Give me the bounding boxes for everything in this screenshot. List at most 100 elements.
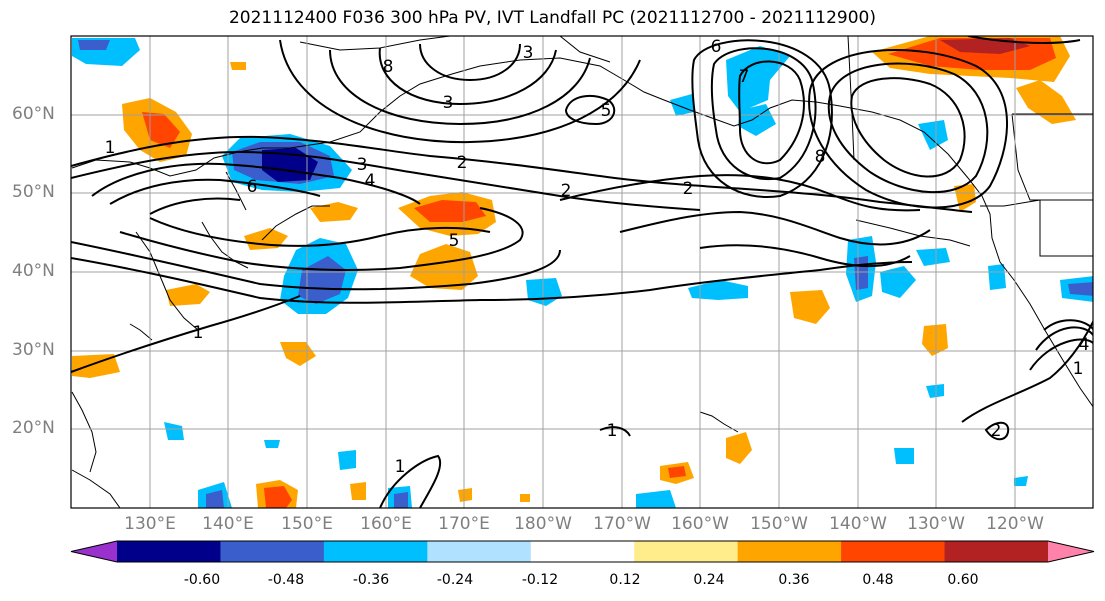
negative-pv-area	[854, 256, 868, 290]
colorbar-outline	[70, 540, 1095, 563]
colorbar	[70, 540, 1095, 563]
lon-label: 170°E	[438, 514, 490, 534]
colorbar-segment	[634, 541, 739, 562]
positive-pv-area	[922, 324, 948, 356]
colorbar-segment	[323, 541, 428, 562]
negative-pv-area	[298, 256, 346, 304]
colorbar-extend-low	[71, 541, 117, 562]
positive-pv-area	[310, 202, 358, 222]
contour-label: 6	[247, 177, 258, 197]
negative-pv-area	[880, 266, 916, 298]
lon-label: 150°W	[750, 514, 808, 534]
colorbar-tick-label: -0.12	[521, 572, 559, 588]
negative-pv-area	[738, 104, 776, 136]
colorbar-extend-high	[1048, 541, 1094, 562]
lon-label: 140°W	[829, 514, 887, 534]
positive-pv-area	[726, 432, 752, 464]
contour-label: 1	[193, 323, 204, 343]
lon-label: 160°W	[671, 514, 729, 534]
lat-label: 40°N	[12, 261, 55, 281]
positive-pv-area	[668, 466, 686, 478]
positive-pv-area	[166, 284, 210, 306]
positive-pv-area	[790, 290, 830, 324]
contour-label: 1	[1073, 359, 1084, 379]
contour-labels: 1 1 1 1 1 2 2 2 2 3 3 3 4 4 5 5 6 6 7 8 …	[105, 37, 1090, 477]
negative-pv-area	[338, 450, 356, 470]
positive-pv-area	[410, 244, 478, 290]
colorbar-tick-label: -0.48	[267, 572, 305, 588]
map-title: 2021112400 F036 300 hPa PV, IVT Landfall…	[228, 8, 876, 28]
contour-label: 7	[739, 67, 750, 87]
contour-label: 3	[357, 155, 368, 175]
contour-label: 3	[523, 43, 534, 63]
contour-label: 2	[561, 181, 572, 201]
positive-pv-area	[72, 354, 120, 378]
negative-pv-area	[78, 40, 110, 50]
lon-label: 170°W	[593, 514, 651, 534]
colorbar-tick-label: 0.24	[693, 572, 725, 588]
colorbar-segment	[841, 541, 946, 562]
negative-pv-area	[926, 384, 944, 398]
negative-pv-area	[394, 492, 408, 508]
positive-pv-area	[458, 488, 472, 502]
colorbar-tick-label: 0.12	[609, 572, 641, 588]
positive-pv-area	[142, 112, 180, 148]
contour-label: 4	[1079, 335, 1090, 355]
lat-label: 60°N	[12, 104, 55, 124]
contour-label: 6	[711, 37, 722, 57]
gridlines	[71, 36, 1093, 508]
lat-label: 50°N	[12, 182, 55, 202]
negative-pv-area	[988, 264, 1006, 290]
contour-label: 1	[105, 138, 116, 158]
contour-label: 4	[365, 171, 376, 191]
negative-pv-area	[636, 490, 676, 508]
colorbar-segment	[220, 541, 325, 562]
contour-label: 2	[991, 421, 1002, 441]
colorbar-segment	[944, 541, 1049, 562]
negative-pv-area	[264, 440, 280, 448]
negative-pv-area	[670, 94, 694, 116]
positive-pv-area	[520, 494, 530, 502]
positive-pv-area	[264, 486, 292, 508]
colorbar-tick-label: 0.48	[862, 572, 894, 588]
colorbar-tick-label: 0.60	[947, 572, 979, 588]
positive-pv-area	[414, 200, 486, 222]
colorbar-tick-label: 0.36	[778, 572, 810, 588]
colorbar-segment	[117, 541, 221, 562]
colorbar-tick-label: -0.36	[352, 572, 390, 588]
negative-pv-area	[916, 248, 950, 266]
colorbar-segment	[427, 541, 532, 562]
colorbar-segment	[530, 541, 635, 562]
lat-label: 30°N	[12, 340, 55, 360]
negative-pv-area	[1014, 476, 1028, 486]
negative-pv-area	[894, 448, 914, 464]
contour-label: 8	[815, 147, 826, 167]
colorbar-tick-label: -0.24	[436, 572, 474, 588]
contour-label: 2	[683, 179, 694, 199]
lon-label: 180°W	[514, 514, 572, 534]
contour-label: 5	[449, 231, 460, 251]
lat-label: 20°N	[12, 418, 55, 438]
contour-label: 1	[395, 457, 406, 477]
pv-contours	[71, 36, 1093, 508]
contour-label: 1	[607, 421, 618, 441]
map-frame	[70, 35, 1094, 509]
lon-label: 130°E	[124, 514, 176, 534]
positive-pv-area	[230, 62, 246, 70]
lon-label: 160°E	[360, 514, 412, 534]
contour-label: 5	[601, 101, 612, 121]
lon-label: 120°W	[986, 514, 1044, 534]
negative-pv-area	[1068, 282, 1093, 296]
lon-label: 150°E	[281, 514, 333, 534]
negative-pv-area	[688, 280, 748, 300]
contour-label: 8	[383, 57, 394, 77]
negative-pv-area	[206, 490, 224, 508]
positive-pv-area	[350, 482, 366, 500]
contour-label: 2	[457, 153, 468, 173]
contour-label: 3	[443, 93, 454, 113]
lon-label: 130°W	[907, 514, 965, 534]
negative-pv-area	[164, 422, 184, 440]
colorbar-tick-label: -0.60	[183, 572, 221, 588]
lon-label: 140°E	[202, 514, 254, 534]
